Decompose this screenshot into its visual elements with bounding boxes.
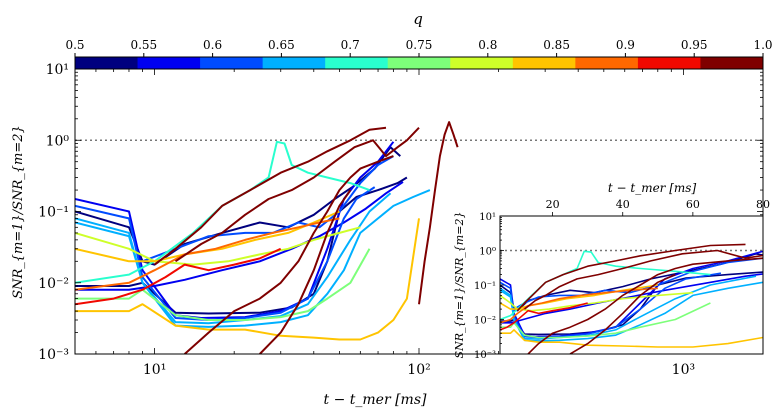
main-x-axis-label: t − t_mer [ms]	[324, 392, 428, 408]
main-series-line	[75, 247, 282, 306]
colorbar-segment	[200, 57, 264, 69]
inset-y-tick-label: 10⁻³	[474, 350, 496, 361]
inset-x-axis-label: t − t_mer [ms]	[608, 181, 697, 195]
colorbar-tick-label: 0.55	[130, 38, 157, 52]
main-series-line	[75, 248, 371, 321]
colorbar-tick-label: 0.5	[65, 38, 84, 52]
inset-x-tick-label: 20	[546, 198, 560, 211]
inset-series-line	[524, 249, 763, 310]
main-series-line	[184, 155, 394, 354]
main-y-tick-label: 10¹	[46, 62, 69, 78]
colorbar-tick-label: 0.65	[268, 38, 295, 52]
main-series-line	[153, 126, 387, 266]
colorbar-segment	[512, 57, 576, 69]
inset-x-tick-label: 80	[756, 198, 770, 211]
main-series-line	[75, 218, 420, 341]
colorbar-segment	[137, 57, 201, 69]
main-series-line	[418, 121, 459, 305]
colorbar-segment	[75, 57, 139, 69]
main-series-line	[259, 189, 352, 354]
colorbar-segment	[700, 57, 764, 69]
inset-y-tick-label: 10⁻²	[474, 316, 496, 327]
colorbar-label: q	[413, 10, 423, 28]
inset-series-line	[569, 273, 676, 354]
colorbar-segment	[637, 57, 701, 69]
inset-axes: 20 40 60 80 10⁻³ 10⁻² 10⁻¹ 10⁰ 10¹	[474, 198, 770, 361]
main-series-line	[75, 192, 392, 325]
inset-series-line	[527, 257, 763, 354]
colorbar-tick-label: 0.95	[681, 38, 708, 52]
inset-series-line	[500, 291, 693, 312]
colorbar-segment	[325, 57, 389, 69]
colorbar-segment	[575, 57, 639, 69]
colorbar-tick-label: 0.7	[341, 38, 360, 52]
inset-series-line	[513, 257, 763, 310]
colorbar-tick-label: 0.75	[406, 38, 433, 52]
main-series-line	[75, 141, 395, 319]
inset-series-line	[516, 243, 746, 312]
main-series-line	[75, 217, 340, 291]
main-series-line	[142, 155, 394, 263]
main-y-tick-label: 10⁰	[46, 133, 70, 149]
main-x-tick-label: 10¹	[143, 362, 166, 378]
inset-y-tick-label: 10¹	[479, 212, 496, 223]
inset-plot-area	[500, 243, 763, 354]
main-series-line	[174, 127, 420, 263]
inset-series-line	[500, 302, 588, 331]
colorbar-tick-label: 0.9	[616, 38, 635, 52]
colorbar-tick-label: 0.85	[543, 38, 570, 52]
inset-y-tick-label: 10⁻¹	[474, 281, 496, 292]
main-y-tick-label: 10⁻³	[38, 347, 69, 363]
main-series-line	[75, 140, 370, 284]
colorbar-segment	[450, 57, 514, 69]
main-y-tick-label: 10⁻¹	[38, 205, 69, 221]
main-x-tick-label: 10²	[407, 362, 430, 378]
colorbar-tick-label: 0.6	[203, 38, 222, 52]
inset-x-tick-label: 40	[616, 198, 630, 211]
main-y-tick-label: 10⁻²	[38, 276, 69, 292]
colorbar: 0.5 0.55 0.6 0.65 0.7 0.75 0.8 0.85 0.9 0.95 1.0	[65, 38, 773, 70]
inset-x-tick-label: 60	[686, 198, 700, 211]
colorbar-segment	[262, 57, 326, 69]
inset-series-line	[500, 329, 763, 348]
colorbar-tick-label: 0.8	[478, 38, 497, 52]
colorbar-tick-label: 1.0	[753, 38, 772, 52]
inset-series-line	[500, 287, 658, 324]
inset-series-line	[500, 250, 711, 321]
main-x-tick-label: 10³	[672, 362, 695, 378]
inset-y-tick-label: 10⁰	[479, 247, 496, 258]
main-axes: 10¹ 10² 10³ 10⁻³ 10⁻² 10⁻¹ 10⁰ 10¹	[38, 62, 764, 378]
colorbar-segment	[387, 57, 451, 69]
main-plot-area	[75, 121, 763, 354]
inset-y-axis-label: SNR_{m=1}/SNR_{m=2}	[453, 212, 466, 359]
main-y-axis-label: SNR_{m=1}/SNR_{m=2}	[11, 125, 26, 299]
main-series-line	[75, 186, 376, 321]
